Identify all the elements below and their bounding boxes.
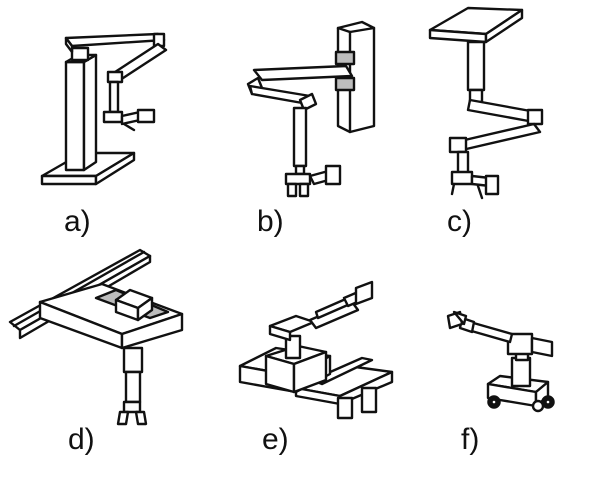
panel-label-e: e) [262, 423, 289, 456]
pedestal-manipulator-drawing [40, 32, 168, 186]
panel-label-d: d) [68, 423, 95, 456]
panel-label-b: b) [257, 205, 284, 238]
mobile-manipulator-drawing [446, 310, 555, 413]
panel-label-f: f) [461, 423, 480, 456]
gantry-manipulator-drawing [8, 248, 184, 426]
ceiling-manipulator-drawing [428, 6, 544, 200]
panel-label-c: c) [447, 205, 472, 238]
panel-label-a: a) [64, 205, 91, 238]
rail-manipulator-drawing [238, 280, 394, 420]
wall-manipulator-drawing [246, 20, 376, 198]
